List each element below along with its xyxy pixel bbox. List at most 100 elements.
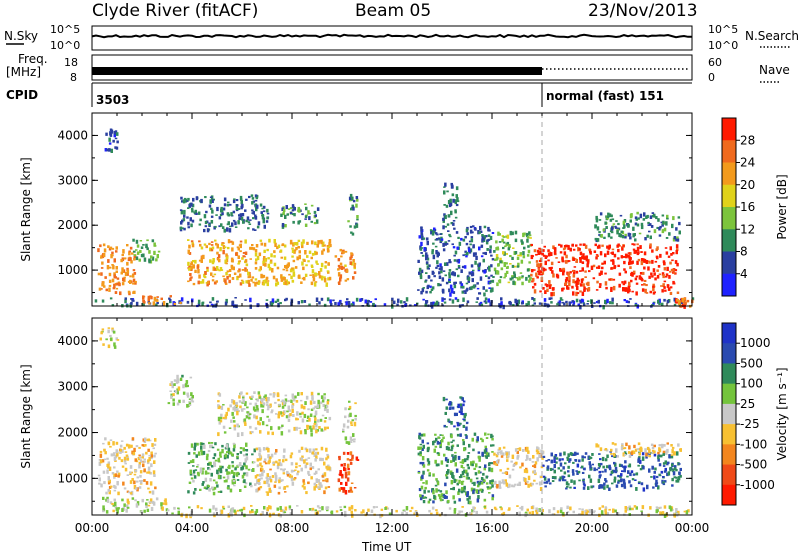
y-axis-label: Slant Range [km]	[19, 364, 33, 468]
range-cell	[347, 408, 351, 411]
range-cell	[569, 486, 572, 489]
range-cell	[676, 238, 680, 242]
range-cell	[234, 221, 237, 226]
range-cell	[585, 282, 589, 286]
range-cell	[310, 281, 314, 286]
range-cell	[202, 442, 205, 446]
range-cell	[472, 225, 475, 228]
range-cell	[674, 260, 678, 264]
range-cell	[422, 464, 426, 468]
range-cell	[142, 438, 145, 442]
range-cell	[110, 485, 113, 488]
range-cell	[210, 272, 213, 276]
range-cell	[262, 274, 266, 278]
range-cell	[484, 432, 487, 436]
range-cell	[173, 379, 177, 382]
range-cell	[109, 131, 112, 136]
range-cell	[676, 478, 680, 483]
range-cell	[289, 512, 293, 515]
range-cell	[255, 509, 259, 513]
range-cell	[662, 462, 666, 465]
range-cell	[282, 472, 286, 475]
range-cell	[283, 468, 286, 470]
range-cell	[460, 510, 464, 513]
range-cell	[423, 489, 426, 494]
range-cell	[222, 250, 225, 255]
range-cell	[445, 464, 449, 467]
colorbar-segment	[722, 162, 736, 186]
range-cell	[662, 476, 665, 478]
range-cell	[311, 451, 315, 455]
range-cell	[550, 266, 553, 269]
range-cell	[641, 288, 645, 292]
range-cell	[138, 258, 141, 262]
range-cell	[264, 258, 267, 262]
range-cell	[342, 428, 345, 433]
range-cell	[200, 449, 203, 452]
range-cell	[109, 334, 112, 337]
range-cell	[294, 266, 298, 269]
range-cell	[453, 227, 456, 230]
range-cell	[628, 505, 631, 509]
range-cell	[533, 464, 537, 469]
range-cell	[150, 463, 153, 468]
range-cell	[350, 505, 354, 510]
data-cluster	[102, 496, 169, 514]
range-cell	[268, 266, 272, 271]
range-cell	[237, 270, 240, 273]
range-cell	[145, 503, 148, 508]
range-cell	[312, 425, 315, 430]
range-cell	[630, 279, 633, 283]
range-cell	[98, 461, 102, 466]
range-cell	[212, 505, 215, 510]
range-cell	[292, 242, 295, 247]
range-cell	[516, 265, 520, 268]
range-cell	[262, 470, 265, 473]
range-cell	[324, 261, 328, 264]
range-cell	[130, 298, 133, 300]
range-cell	[254, 229, 257, 231]
range-cell	[419, 453, 422, 457]
range-cell	[116, 509, 119, 514]
range-cell	[551, 476, 555, 479]
range-cell	[464, 253, 467, 256]
range-cell	[278, 404, 281, 406]
range-cell	[254, 278, 258, 281]
range-cell	[572, 279, 575, 284]
range-cell	[310, 408, 314, 411]
range-cell	[448, 288, 451, 293]
range-cell	[190, 477, 194, 480]
range-cell	[349, 256, 352, 261]
range-cell	[538, 247, 541, 250]
range-cell	[612, 285, 616, 291]
range-cell	[440, 238, 444, 241]
range-cell	[178, 399, 181, 404]
range-cell	[311, 507, 315, 511]
range-cell	[251, 244, 254, 246]
range-cell	[675, 479, 678, 483]
range-cell	[426, 265, 430, 270]
range-cell	[243, 421, 247, 424]
range-cell	[426, 469, 430, 472]
range-cell	[274, 300, 278, 303]
range-cell	[232, 219, 236, 222]
range-cell	[644, 448, 647, 453]
range-cell	[668, 232, 671, 236]
range-cell	[248, 223, 252, 225]
range-cell	[533, 249, 537, 253]
range-cell	[149, 471, 152, 475]
range-cell	[195, 212, 198, 215]
range-cell	[320, 262, 324, 268]
range-cell	[355, 456, 359, 461]
range-cell	[326, 478, 329, 483]
range-cell	[533, 302, 536, 305]
range-cell	[304, 215, 308, 218]
range-cell	[497, 263, 500, 267]
range-cell	[642, 258, 645, 263]
range-cell	[241, 474, 245, 479]
range-cell	[454, 451, 457, 454]
range-cell	[443, 298, 446, 301]
range-cell	[658, 273, 662, 276]
range-cell	[254, 261, 258, 265]
range-cell	[156, 302, 159, 305]
